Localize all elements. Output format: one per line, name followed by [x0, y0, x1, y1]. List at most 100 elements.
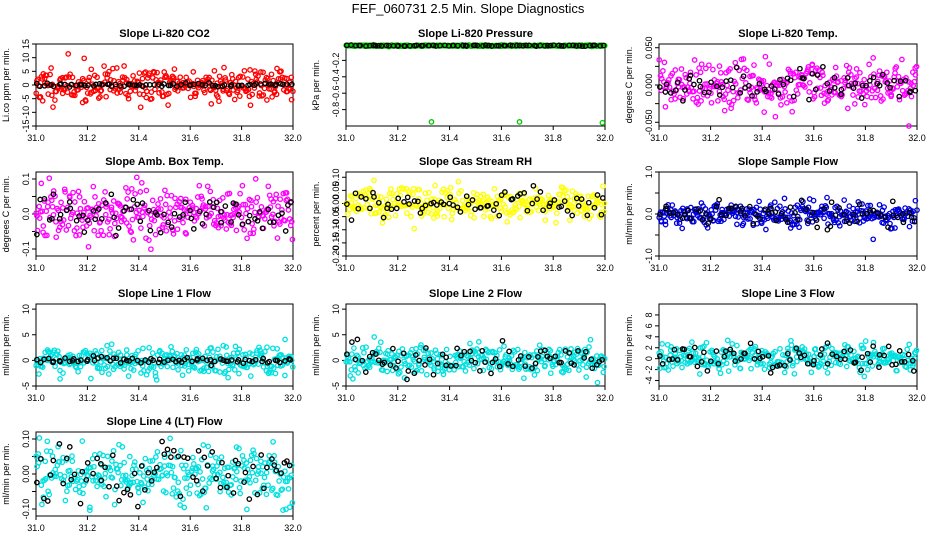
data-point: [161, 81, 167, 87]
data-point: [203, 211, 210, 218]
data-point: [149, 457, 156, 464]
data-point: [94, 74, 100, 81]
data-point: [911, 218, 918, 225]
y-axis-label: ml/min per min.: [1, 443, 11, 505]
data-point: [469, 197, 476, 203]
data-point: [410, 191, 416, 198]
data-point: [428, 210, 435, 217]
data-point: [842, 356, 848, 362]
data-point: [221, 64, 227, 71]
data-point: [66, 444, 73, 450]
chart-title: Slope Li-820 Temp.: [738, 28, 837, 40]
x-tick-label: 31.2: [702, 133, 720, 143]
data-point: [61, 186, 68, 193]
data-point: [184, 354, 191, 361]
series-subset: [657, 196, 918, 233]
data-point: [385, 201, 391, 208]
x-tick-label: 31.2: [79, 393, 97, 403]
data-point: [888, 91, 895, 98]
data-point: [810, 197, 817, 204]
data-point: [430, 371, 437, 378]
data-point: [169, 463, 176, 470]
data-point: [703, 339, 710, 346]
data-point: [428, 350, 434, 356]
data-point: [82, 98, 89, 104]
data-point: [715, 360, 722, 367]
x-tick-label: 32.0: [596, 393, 614, 403]
data-point: [545, 192, 552, 199]
data-point: [164, 472, 171, 479]
data-point: [892, 354, 899, 360]
data-point: [50, 457, 57, 464]
data-point: [447, 194, 454, 201]
data-point: [63, 74, 70, 81]
data-point: [457, 209, 464, 215]
data-point: [657, 72, 664, 79]
data-point: [379, 220, 386, 226]
data-point: [588, 356, 595, 363]
data-point: [844, 74, 851, 81]
data-point: [197, 469, 203, 475]
x-tick-label: 31.8: [544, 393, 562, 403]
data-point: [95, 206, 102, 212]
data-point: [282, 336, 288, 343]
data-point: [514, 346, 521, 353]
data-point: [591, 204, 598, 211]
data-point: [480, 191, 487, 198]
data-point: [210, 204, 217, 211]
data-point: [145, 487, 151, 494]
y-tick-label: 0.10: [21, 430, 31, 448]
data-point: [264, 464, 270, 471]
data-point: [269, 485, 276, 492]
data-point: [704, 368, 711, 374]
data-point: [44, 232, 50, 239]
data-point: [766, 61, 773, 67]
data-point: [734, 94, 741, 101]
data-point: [80, 212, 86, 219]
data-point: [157, 77, 164, 83]
data-point: [524, 207, 531, 214]
data-point: [570, 204, 577, 210]
data-point: [192, 93, 199, 100]
data-point: [381, 359, 388, 366]
data-point: [883, 69, 890, 76]
data-point: [233, 227, 240, 234]
data-point: [797, 65, 803, 72]
data-point: [245, 218, 252, 225]
data-point: [455, 178, 462, 185]
data-point: [758, 360, 764, 367]
outlier-point: [516, 119, 523, 125]
data-point: [235, 357, 242, 363]
data-point: [732, 59, 739, 66]
data-point: [279, 207, 285, 213]
data-point: [666, 356, 673, 363]
data-point: [146, 344, 152, 351]
data-point: [98, 353, 105, 360]
data-point: [598, 209, 605, 215]
data-point: [892, 225, 898, 231]
x-tick-label: 32.0: [908, 263, 926, 273]
x-tick-label: 31.4: [130, 263, 148, 273]
data-point: [708, 358, 714, 365]
x-tick-label: 31.2: [79, 133, 97, 143]
data-point: [893, 361, 899, 368]
y-tick-label: 1.0: [644, 166, 654, 179]
data-point: [261, 485, 267, 492]
data-point: [802, 206, 809, 213]
data-point: [867, 359, 874, 365]
data-point: [772, 209, 779, 215]
data-point: [265, 206, 272, 213]
data-point: [846, 220, 853, 226]
data-point: [165, 102, 171, 108]
data-point: [66, 482, 73, 488]
y-tick-label: -1.0: [644, 248, 654, 264]
data-point: [123, 76, 130, 83]
data-point: [794, 216, 801, 223]
data-point: [149, 350, 156, 356]
data-point: [537, 201, 544, 208]
data-point: [123, 357, 130, 364]
y-tick-label: 0.000: [644, 74, 654, 97]
data-point: [716, 196, 722, 203]
series-subset: [344, 182, 606, 223]
data-point: [236, 346, 243, 353]
